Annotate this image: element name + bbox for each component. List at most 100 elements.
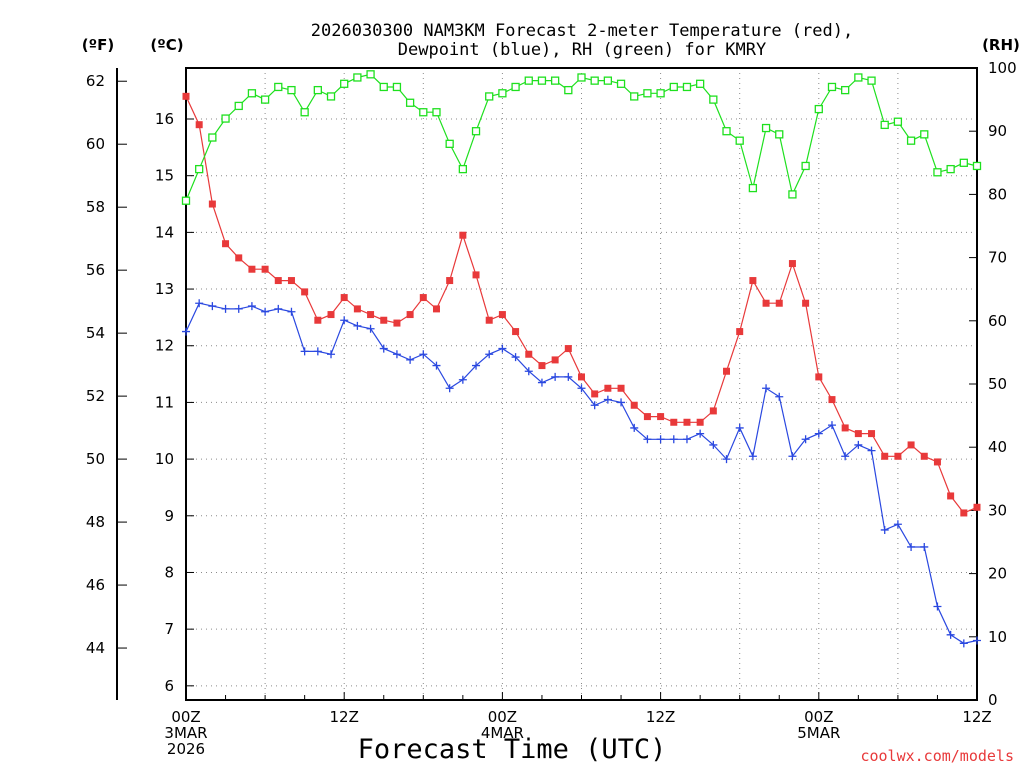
rh-point <box>366 70 375 79</box>
temperature-point <box>868 430 876 438</box>
temperature-point <box>657 413 665 421</box>
rh-point <box>603 76 613 85</box>
dewpoint-point <box>643 435 652 444</box>
rh-point <box>485 92 494 101</box>
celsius-unit-label: (ºC) <box>150 36 183 54</box>
rh-point <box>287 85 296 95</box>
series-temperature <box>182 92 981 517</box>
celsius-axis: 6 7 8 9 10 11 12 13 14 15 16 <box>155 110 194 695</box>
dewpoint-point <box>261 307 270 316</box>
rh-point <box>946 164 955 174</box>
temperature-point <box>208 200 216 208</box>
series-dewpoint <box>182 299 981 648</box>
temperature-point <box>380 316 388 324</box>
celsius-tick-label: 10 <box>155 450 174 468</box>
dewpoint-point <box>208 302 217 311</box>
rh-point <box>234 101 243 111</box>
dewpoint-point <box>458 375 467 384</box>
temperature-point <box>881 452 889 460</box>
rh-axis: 0 10 20 30 40 50 60 70 80 90 100 <box>969 59 1017 709</box>
rh-point <box>419 108 428 117</box>
fahrenheit-axis: 44 46 48 50 52 54 56 58 60 62 <box>86 72 127 657</box>
rh-point <box>893 117 903 126</box>
celsius-tick-label: 15 <box>155 167 174 185</box>
rh-point <box>801 161 810 171</box>
celsius-tick-label: 6 <box>164 677 174 695</box>
dewpoint-point <box>406 355 415 364</box>
dewpoint-point <box>669 435 678 444</box>
dewpoint-point <box>762 384 771 393</box>
temperature-point <box>432 305 440 313</box>
time-tick-label: 4MAR <box>481 724 524 742</box>
time-tick-label: 5MAR <box>797 724 840 742</box>
temperature-point <box>551 356 559 364</box>
rh-tick-label: 60 <box>988 312 1007 330</box>
rh-point <box>353 73 362 82</box>
chart-title: 2026030300 NAM3KM Forecast 2-meter Tempe… <box>311 21 853 41</box>
temperature-point <box>538 362 546 370</box>
temperature-point <box>630 401 638 409</box>
time-tick-label: 12Z <box>646 708 675 726</box>
rh-point <box>841 85 850 95</box>
dewpoint-point <box>551 372 560 381</box>
fahrenheit-tick-label: 44 <box>86 639 105 657</box>
credit-text: coolwx.com/models <box>860 747 1014 765</box>
rh-point <box>524 76 533 85</box>
temperature-point <box>195 121 203 129</box>
dewpoint-point <box>682 435 691 444</box>
dewpoint-point <box>827 421 836 430</box>
rh-point <box>880 120 889 130</box>
rh-point <box>814 104 823 114</box>
fahrenheit-tick-label: 54 <box>86 324 105 342</box>
dewpoint-point <box>630 423 639 432</box>
temperature-point <box>973 503 981 511</box>
celsius-tick-label: 9 <box>164 507 174 525</box>
rh-point <box>630 92 639 101</box>
fahrenheit-tick-label: 56 <box>86 261 105 279</box>
temperature-point <box>775 299 783 307</box>
series-layer <box>181 70 982 648</box>
dewpoint-point <box>392 350 401 359</box>
rh-point <box>590 76 599 85</box>
temperature-point <box>485 316 493 324</box>
rh-point <box>326 92 336 101</box>
rh-point <box>682 82 692 92</box>
dewpoint-point <box>485 350 494 359</box>
temperature-point <box>340 294 348 302</box>
dewpoint-point <box>287 307 296 316</box>
celsius-tick-label: 12 <box>155 337 174 355</box>
dewpoint-point <box>340 316 349 325</box>
rh-point <box>722 127 731 136</box>
rh-tick-label: 10 <box>988 628 1007 646</box>
series-rh <box>181 70 982 205</box>
dewpoint-point <box>814 429 823 438</box>
temperature-point <box>894 452 902 460</box>
rh-tick-label: 30 <box>988 501 1007 519</box>
rh-point <box>550 76 560 85</box>
dewpoint-point <box>313 347 322 356</box>
dewpoint-point <box>709 440 718 449</box>
fahrenheit-tick-label: 46 <box>86 576 105 594</box>
temperature-point <box>564 345 572 353</box>
temperature-point <box>723 367 731 375</box>
rh-point <box>260 95 270 104</box>
temperature-point <box>947 492 955 500</box>
temperature-point <box>235 254 243 262</box>
celsius-tick-label: 11 <box>155 393 174 411</box>
dewpoint-point <box>182 327 190 336</box>
dewpoint-point <box>366 324 375 333</box>
dewpoint-point <box>617 398 626 407</box>
rh-point <box>405 98 415 107</box>
fahrenheit-tick-label: 50 <box>86 450 105 468</box>
rh-point <box>616 79 626 88</box>
dewpoint-point <box>788 452 797 461</box>
fahrenheit-unit-label: (ºF) <box>82 36 114 54</box>
rh-tick-label: 80 <box>988 185 1007 203</box>
temperature-point <box>854 430 862 438</box>
dewpoint-point <box>722 455 731 464</box>
rh-point <box>867 76 876 85</box>
temperature-point <box>736 328 744 336</box>
rh-tick-label: 20 <box>988 565 1007 583</box>
dewpoint-point <box>603 395 612 404</box>
